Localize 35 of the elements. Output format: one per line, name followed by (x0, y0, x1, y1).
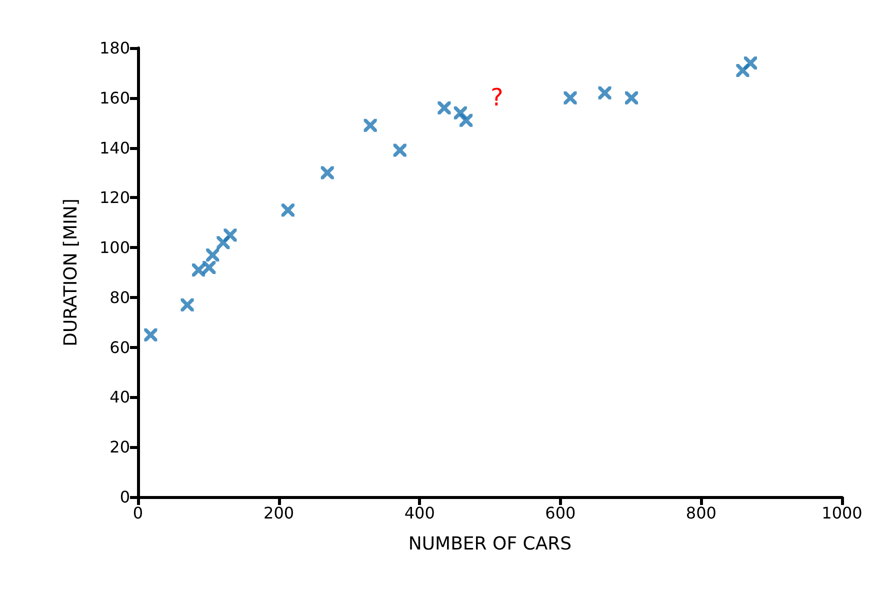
y-tick-label: 60 (110, 338, 130, 357)
x-tick-label: 0 (132, 504, 144, 522)
point (564, 91, 577, 104)
point (202, 261, 216, 274)
y-tick-label: 40 (110, 388, 130, 407)
point (625, 91, 638, 104)
y-tick-label: 20 (110, 438, 130, 457)
point (144, 328, 158, 342)
point (224, 228, 237, 242)
point (393, 144, 406, 157)
point (206, 248, 220, 262)
point (460, 114, 473, 127)
point (598, 86, 612, 100)
y-tick-label: 100 (99, 238, 130, 258)
x-tick-label: 1000 (822, 504, 862, 522)
annotation: ? (490, 83, 504, 112)
point (744, 56, 757, 70)
point (320, 166, 334, 180)
x-tick-label: 200 (264, 504, 294, 522)
y-tick-label: 160 (99, 88, 130, 108)
y-tick-label: 180 (99, 38, 130, 58)
point (364, 118, 377, 132)
x-tick-label: 600 (545, 504, 576, 522)
x-axis-title: NUMBER OF CARS (408, 534, 572, 554)
y-tick-label: 140 (99, 138, 130, 158)
x-tick-label: 400 (404, 504, 435, 522)
x-tick-label: 800 (686, 504, 716, 522)
y-axis-title: DURATION [MIN] (60, 198, 82, 346)
point (281, 204, 294, 217)
point (192, 264, 206, 277)
y-tick-label: 80 (110, 288, 130, 307)
point (438, 101, 451, 114)
y-tick-label: 0 (120, 488, 130, 506)
y-tick-label: 120 (99, 188, 130, 208)
point (180, 298, 194, 312)
